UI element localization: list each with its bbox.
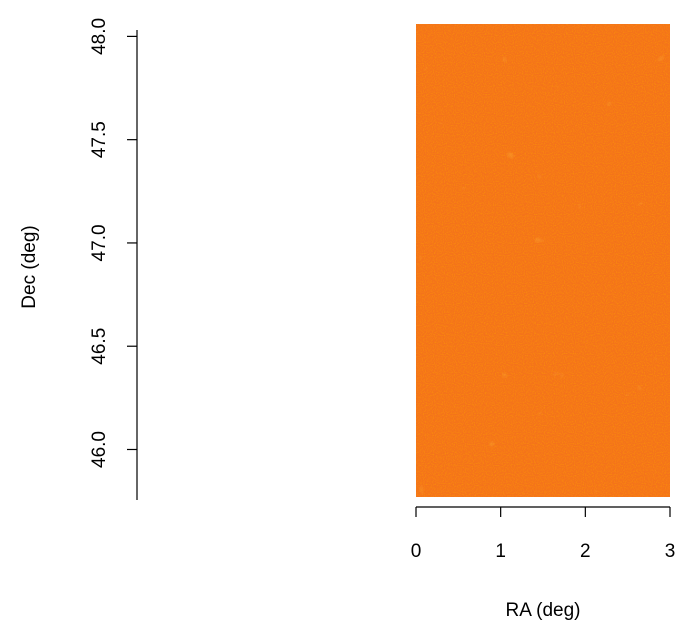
y-tick-label: 47.0 <box>89 224 110 261</box>
y-tick-label: 47.5 <box>89 121 110 158</box>
x-tick-label: 0 <box>411 541 422 562</box>
y-axis-label: Dec (deg) <box>19 225 40 308</box>
x-tick-label: 3 <box>665 541 676 562</box>
y-tick-label: 46.5 <box>89 328 110 365</box>
image-texture <box>416 24 670 497</box>
x-tick-label: 2 <box>580 541 591 562</box>
y-tick-label: 46.0 <box>89 431 110 468</box>
y-tick-label: 48.0 <box>89 18 110 55</box>
x-tick-label: 1 <box>495 541 506 562</box>
x-axis-label: RA (deg) <box>506 600 581 621</box>
